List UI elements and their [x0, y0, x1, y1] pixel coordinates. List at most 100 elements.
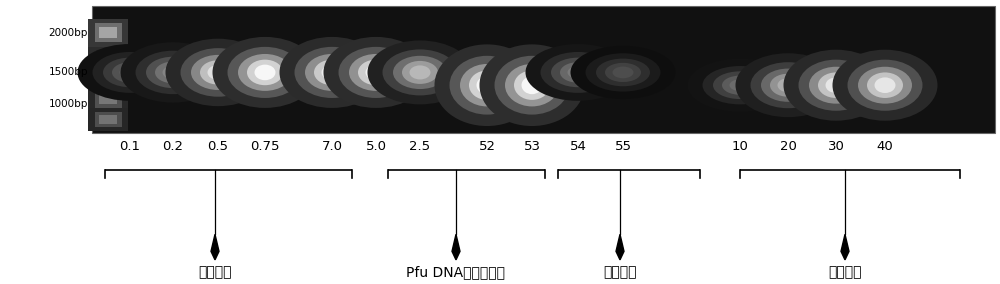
Ellipse shape: [688, 59, 792, 112]
Text: 退火温度: 退火温度: [603, 266, 637, 279]
Ellipse shape: [761, 69, 815, 102]
Bar: [88, 18, 128, 47]
Ellipse shape: [867, 72, 903, 98]
Text: 10: 10: [732, 140, 748, 153]
Text: 54: 54: [570, 140, 586, 153]
Ellipse shape: [155, 62, 191, 83]
Ellipse shape: [494, 56, 570, 115]
Ellipse shape: [750, 62, 826, 108]
Ellipse shape: [809, 67, 863, 104]
Text: 引物浓度: 引物浓度: [198, 266, 232, 279]
Ellipse shape: [314, 60, 350, 85]
Ellipse shape: [136, 51, 210, 94]
Text: 0.5: 0.5: [208, 140, 228, 153]
Bar: [99, 115, 117, 124]
Bar: [94, 51, 122, 68]
Polygon shape: [616, 234, 624, 260]
Ellipse shape: [477, 76, 498, 94]
Text: 30: 30: [828, 140, 844, 153]
Text: 退火时间: 退火时间: [828, 266, 862, 279]
Ellipse shape: [522, 76, 542, 94]
Text: 53: 53: [524, 140, 540, 153]
Bar: [94, 67, 122, 83]
Ellipse shape: [103, 58, 157, 87]
Text: 55: 55: [614, 140, 632, 153]
Bar: [88, 108, 128, 131]
Ellipse shape: [120, 66, 140, 79]
Bar: [88, 47, 128, 72]
Ellipse shape: [832, 50, 938, 121]
Ellipse shape: [826, 78, 846, 93]
Ellipse shape: [254, 64, 276, 80]
Text: 20: 20: [780, 140, 796, 153]
Bar: [88, 63, 128, 87]
Ellipse shape: [818, 72, 854, 98]
Ellipse shape: [382, 49, 458, 95]
Ellipse shape: [120, 42, 226, 103]
Ellipse shape: [146, 57, 200, 88]
Ellipse shape: [612, 66, 634, 78]
Ellipse shape: [736, 53, 840, 117]
Ellipse shape: [434, 44, 540, 126]
Ellipse shape: [586, 53, 660, 91]
Bar: [99, 70, 117, 80]
Ellipse shape: [358, 60, 394, 85]
Ellipse shape: [722, 76, 758, 95]
Bar: [94, 112, 122, 127]
Ellipse shape: [208, 65, 228, 80]
Text: 0.75: 0.75: [250, 140, 280, 153]
Ellipse shape: [469, 70, 505, 100]
Ellipse shape: [540, 52, 616, 93]
Ellipse shape: [450, 56, 524, 115]
Ellipse shape: [560, 62, 596, 83]
Ellipse shape: [526, 44, 631, 101]
Ellipse shape: [596, 59, 650, 86]
Ellipse shape: [78, 44, 182, 101]
Text: 7.0: 7.0: [322, 140, 342, 153]
Text: 0.1: 0.1: [120, 140, 140, 153]
Text: 5.0: 5.0: [366, 140, 386, 153]
Ellipse shape: [505, 64, 559, 106]
Ellipse shape: [166, 39, 270, 106]
Text: 40: 40: [877, 140, 893, 153]
Ellipse shape: [366, 64, 386, 80]
Bar: [99, 55, 117, 64]
Ellipse shape: [702, 66, 778, 105]
Ellipse shape: [280, 37, 384, 108]
Ellipse shape: [322, 64, 342, 80]
Ellipse shape: [858, 67, 912, 104]
Ellipse shape: [238, 54, 292, 91]
Text: Pfu DNA聚合酶含量: Pfu DNA聚合酶含量: [406, 266, 506, 279]
Text: 2000bp: 2000bp: [49, 28, 88, 38]
Ellipse shape: [228, 47, 302, 98]
Text: 2.5: 2.5: [409, 140, 431, 153]
Bar: [99, 95, 117, 104]
Polygon shape: [452, 234, 460, 260]
Ellipse shape: [162, 66, 184, 79]
Ellipse shape: [784, 50, 889, 121]
Ellipse shape: [324, 37, 428, 108]
Ellipse shape: [247, 60, 283, 85]
Polygon shape: [841, 234, 849, 260]
Polygon shape: [211, 234, 219, 260]
Ellipse shape: [368, 40, 473, 104]
Ellipse shape: [212, 37, 318, 108]
Bar: [99, 27, 117, 38]
Ellipse shape: [410, 65, 430, 80]
Ellipse shape: [480, 44, 584, 126]
Ellipse shape: [393, 56, 447, 89]
Ellipse shape: [338, 47, 414, 98]
Ellipse shape: [730, 79, 750, 91]
Ellipse shape: [605, 63, 641, 82]
Ellipse shape: [294, 47, 370, 98]
Ellipse shape: [191, 55, 245, 90]
Bar: [94, 23, 122, 42]
Ellipse shape: [570, 46, 676, 99]
Ellipse shape: [551, 58, 605, 87]
Ellipse shape: [713, 71, 767, 99]
Bar: [92, 6, 995, 133]
Text: 1000bp: 1000bp: [49, 99, 88, 109]
Ellipse shape: [92, 52, 168, 93]
Ellipse shape: [770, 74, 806, 97]
Ellipse shape: [200, 60, 236, 85]
